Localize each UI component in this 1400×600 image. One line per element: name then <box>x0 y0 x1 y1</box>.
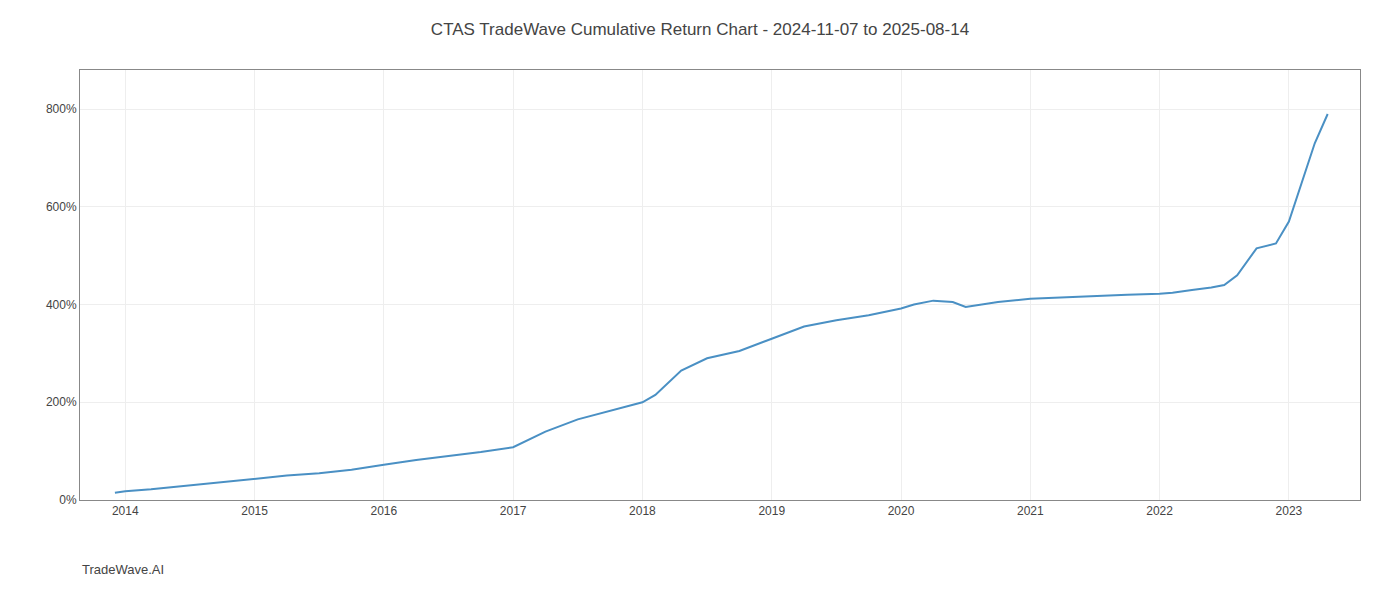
svg-text:2018: 2018 <box>629 504 656 518</box>
svg-text:CTAS TradeWave Cumulative Retu: CTAS TradeWave Cumulative Return Chart -… <box>431 20 969 39</box>
svg-text:2020: 2020 <box>888 504 915 518</box>
svg-text:600%: 600% <box>46 200 77 214</box>
svg-text:2022: 2022 <box>1146 504 1173 518</box>
svg-text:800%: 800% <box>46 102 77 116</box>
svg-text:400%: 400% <box>46 298 77 312</box>
svg-text:2015: 2015 <box>241 504 268 518</box>
svg-text:2023: 2023 <box>1276 504 1303 518</box>
svg-text:2017: 2017 <box>500 504 527 518</box>
svg-text:200%: 200% <box>46 395 77 409</box>
svg-text:2021: 2021 <box>1017 504 1044 518</box>
svg-text:2016: 2016 <box>370 504 397 518</box>
svg-text:TradeWave.AI: TradeWave.AI <box>82 562 164 577</box>
svg-text:2014: 2014 <box>112 504 139 518</box>
svg-text:2019: 2019 <box>758 504 785 518</box>
svg-text:0%: 0% <box>59 493 77 507</box>
